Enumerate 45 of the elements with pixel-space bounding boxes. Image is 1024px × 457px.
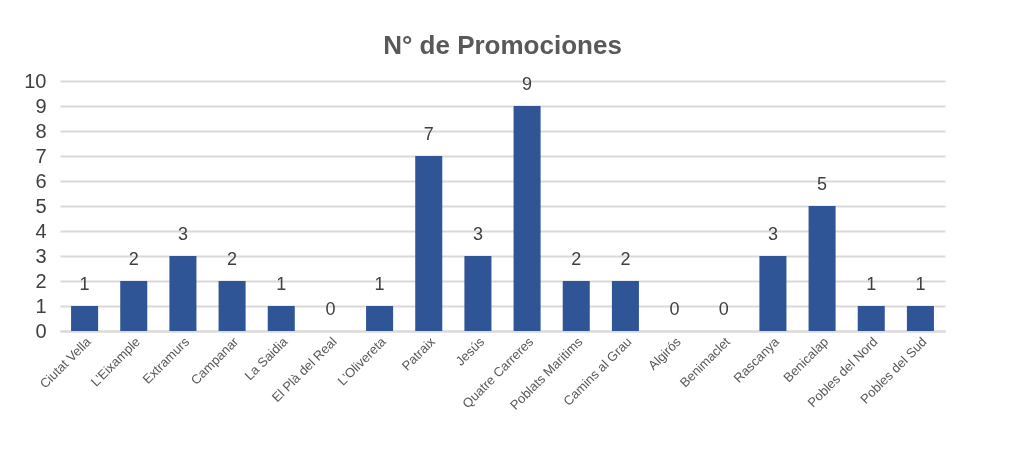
data-label: 2 xyxy=(227,249,238,269)
data-label: 2 xyxy=(128,249,139,269)
bar xyxy=(218,281,246,331)
y-tick-label: 4 xyxy=(35,219,47,242)
bar xyxy=(808,206,836,331)
y-tick-label: 9 xyxy=(35,94,47,117)
data-label: 3 xyxy=(177,224,188,244)
y-tick-label: 6 xyxy=(35,169,47,192)
bar xyxy=(562,281,590,331)
y-tick-label: 8 xyxy=(35,119,47,142)
bar xyxy=(513,106,541,331)
data-label: 7 xyxy=(423,124,434,144)
data-label: 5 xyxy=(817,174,828,194)
bar xyxy=(611,281,639,331)
data-label: 9 xyxy=(522,74,533,94)
data-label: 3 xyxy=(472,224,483,244)
bar xyxy=(464,256,492,331)
bar xyxy=(71,306,99,331)
y-tick-label: 1 xyxy=(35,294,47,317)
y-tick-label: 3 xyxy=(35,244,47,267)
bar xyxy=(267,306,295,331)
y-tick-label: 7 xyxy=(35,144,47,167)
data-label: 2 xyxy=(620,249,631,269)
data-label: 3 xyxy=(767,224,778,244)
data-label: 1 xyxy=(374,274,385,294)
y-tick-label: 0 xyxy=(35,319,47,342)
data-label: 1 xyxy=(915,274,926,294)
bar xyxy=(857,306,885,331)
bar xyxy=(906,306,934,331)
bar xyxy=(759,256,787,331)
chart-title: N° de Promociones xyxy=(383,30,622,60)
bar xyxy=(415,156,443,331)
bar xyxy=(120,281,148,331)
data-label: 0 xyxy=(325,299,336,319)
y-tick-label: 5 xyxy=(35,194,47,217)
data-label: 1 xyxy=(276,274,287,294)
bar xyxy=(366,306,394,331)
y-tick-label: 10 xyxy=(24,69,47,92)
data-label: 1 xyxy=(79,274,90,294)
data-label: 2 xyxy=(571,249,582,269)
data-label: 1 xyxy=(866,274,877,294)
data-label: 0 xyxy=(669,299,680,319)
bar xyxy=(169,256,197,331)
data-label: 0 xyxy=(718,299,729,319)
y-tick-label: 2 xyxy=(35,269,47,292)
